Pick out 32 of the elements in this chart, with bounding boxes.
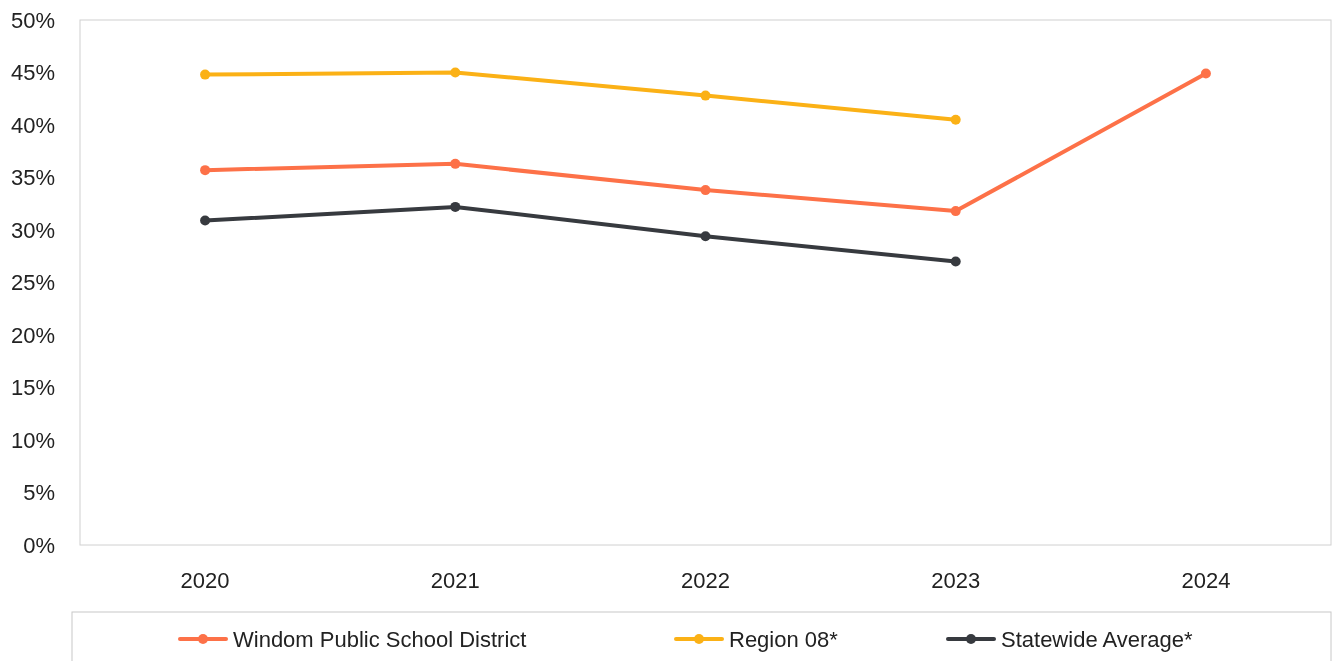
point [200,69,211,80]
y-tick-label: 5% [23,480,55,506]
x-tick-label: 2020 [180,568,230,593]
x-tick-label: 2021 [430,568,480,593]
legend-label: Statewide Average* [1001,626,1194,652]
x-tick-label: 2022 [681,568,730,593]
point [950,256,961,267]
point [700,90,711,101]
y-tick-label: 35% [10,165,55,191]
y-tick-label: 30% [10,217,55,243]
point [450,201,461,212]
point [950,114,961,125]
legend-label: Windom Public School District [233,626,527,652]
x-tick-label: 2024 [1181,568,1231,593]
x-tick-label: 2023 [931,568,981,593]
y-tick-label: 20% [10,322,55,348]
point [450,67,461,78]
point [450,158,461,169]
y-tick-label: 50% [10,7,55,33]
point [1200,68,1211,79]
y-tick-label: 40% [10,112,55,138]
legend-label: Region 08* [729,626,839,652]
point [700,231,711,242]
y-tick-label: 10% [10,427,55,453]
point [200,165,211,176]
y-tick-label: 15% [10,375,55,401]
y-tick-label: 25% [10,270,55,296]
point [700,185,711,196]
point [200,215,211,226]
point [950,206,961,217]
y-tick-label: 45% [10,60,55,86]
y-tick-label: 0% [23,532,55,558]
